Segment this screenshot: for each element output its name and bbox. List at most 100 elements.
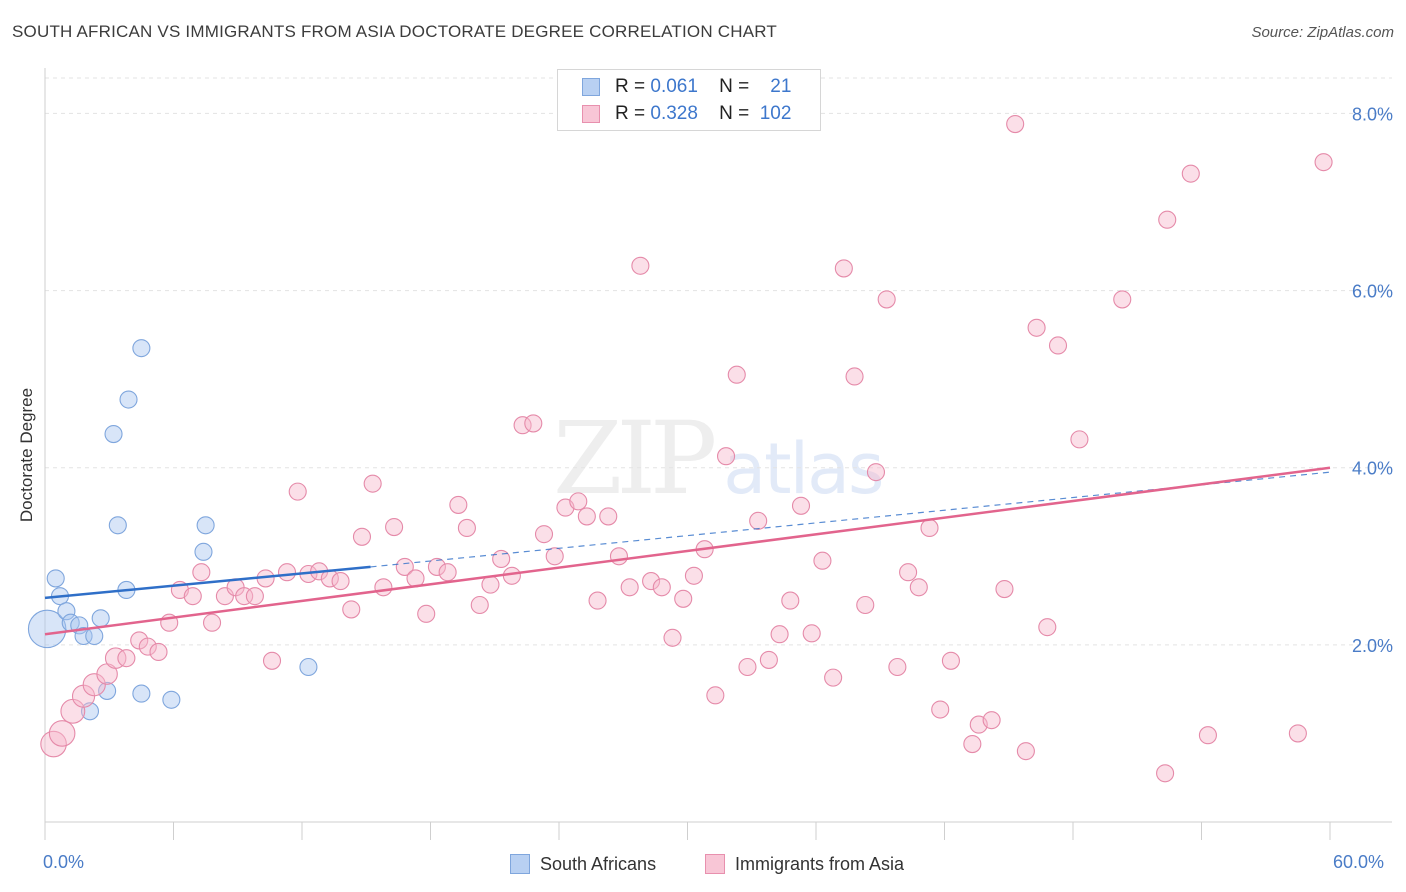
point-immigrant-asia bbox=[385, 518, 404, 537]
point-immigrant-asia bbox=[1016, 742, 1035, 761]
point-immigrant-asia bbox=[1070, 430, 1089, 449]
point-immigrant-asia bbox=[920, 518, 939, 537]
legend-swatch-immigrants-asia bbox=[705, 854, 725, 874]
point-immigrant-asia bbox=[277, 563, 297, 582]
chart-title: SOUTH AFRICAN VS IMMIGRANTS FROM ASIA DO… bbox=[12, 22, 778, 41]
point-immigrant-asia bbox=[363, 474, 382, 493]
point-immigrant-asia bbox=[631, 256, 650, 275]
point-south-african bbox=[194, 542, 213, 561]
point-immigrant-asia bbox=[481, 575, 500, 594]
trend-line-immigrants-asia bbox=[44, 466, 1331, 636]
point-immigrant-asia bbox=[995, 580, 1014, 599]
point-immigrant-asia bbox=[288, 482, 307, 501]
point-immigrant-asia bbox=[1181, 164, 1200, 183]
r-label: R = bbox=[615, 76, 646, 97]
point-immigrant-asia bbox=[342, 600, 361, 619]
legend-label: Immigrants from Asia bbox=[735, 854, 905, 874]
point-immigrant-asia bbox=[866, 463, 886, 482]
point-immigrant-asia bbox=[727, 365, 746, 384]
point-immigrant-asia bbox=[791, 496, 811, 515]
point-immigrant-asia bbox=[813, 551, 832, 570]
source-credit: Source: ZipAtlas.com bbox=[1251, 24, 1394, 41]
point-immigrant-asia bbox=[577, 507, 596, 526]
point-immigrant-asia bbox=[588, 591, 607, 610]
x-tick-label-min: 0.0% bbox=[43, 852, 85, 872]
point-south-african bbox=[57, 602, 76, 621]
n-value: 21 bbox=[770, 76, 792, 97]
data-points bbox=[27, 115, 1333, 783]
point-immigrant-asia bbox=[749, 511, 768, 530]
point-immigrant-asia bbox=[502, 566, 521, 585]
point-immigrant-asia bbox=[427, 557, 446, 576]
point-immigrant-asia bbox=[642, 572, 661, 591]
point-immigrant-asia bbox=[1158, 210, 1177, 229]
point-immigrant-asia bbox=[149, 642, 168, 661]
watermark-main: ZIP bbox=[553, 400, 717, 517]
point-immigrant-asia bbox=[674, 589, 693, 608]
legend-label: South Africans bbox=[540, 854, 657, 874]
point-immigrant-asia bbox=[599, 507, 618, 526]
point-immigrant-asia bbox=[1156, 764, 1175, 783]
point-south-african bbox=[299, 657, 318, 677]
point-immigrant-asia bbox=[203, 613, 222, 632]
y-tick-label: 2.0% bbox=[1352, 636, 1393, 656]
point-immigrant-asia bbox=[438, 563, 457, 582]
point-south-african bbox=[85, 626, 104, 646]
point-immigrant-asia bbox=[706, 686, 725, 705]
legend-swatch-south-africans bbox=[510, 854, 530, 874]
point-immigrant-asia bbox=[117, 649, 136, 668]
point-immigrant-asia bbox=[545, 547, 564, 566]
point-immigrant-asia bbox=[909, 578, 928, 597]
watermark-sub: atlas bbox=[723, 428, 884, 510]
point-immigrant-asia bbox=[1027, 318, 1046, 337]
n-value: 102 bbox=[759, 103, 792, 124]
point-immigrant-asia bbox=[183, 587, 202, 606]
point-immigrant-asia bbox=[470, 595, 489, 615]
point-immigrant-asia bbox=[524, 414, 543, 433]
n-label: N = bbox=[719, 76, 750, 97]
point-south-african bbox=[162, 690, 181, 709]
point-immigrant-asia bbox=[192, 563, 211, 582]
point-south-african bbox=[132, 339, 151, 358]
point-south-african bbox=[132, 684, 151, 703]
stats-label: R = 0.328 N = 102 bbox=[615, 102, 791, 126]
point-immigrant-asia bbox=[40, 730, 67, 758]
x-tick-label-max: 60.0% bbox=[1333, 852, 1385, 872]
point-immigrant-asia bbox=[802, 624, 821, 643]
point-immigrant-asia bbox=[235, 587, 254, 606]
n-label: N = bbox=[719, 103, 750, 124]
point-immigrant-asia bbox=[652, 578, 671, 597]
point-south-african bbox=[74, 626, 93, 646]
point-immigrant-asia bbox=[262, 651, 282, 670]
y-tick-label: 6.0% bbox=[1352, 282, 1393, 302]
stats-swatch-immigrants-asia bbox=[582, 105, 600, 123]
point-immigrant-asia bbox=[684, 566, 703, 585]
point-immigrant-asia bbox=[663, 628, 682, 647]
point-immigrant-asia bbox=[781, 591, 800, 610]
point-immigrant-asia bbox=[48, 720, 76, 747]
point-immigrant-asia bbox=[738, 657, 757, 677]
point-immigrant-asia bbox=[856, 595, 875, 615]
y-axis-label: Doctorate Degree bbox=[17, 387, 36, 523]
stats-label: R = 0.061 N = 21 bbox=[615, 75, 791, 99]
point-south-african bbox=[119, 390, 138, 409]
point-immigrant-asia bbox=[215, 587, 234, 606]
point-immigrant-asia bbox=[931, 700, 950, 719]
point-immigrant-asia bbox=[1288, 724, 1307, 743]
point-immigrant-asia bbox=[716, 447, 736, 466]
stats-swatch-south-africans bbox=[582, 78, 600, 96]
point-immigrant-asia bbox=[834, 259, 853, 278]
point-south-african bbox=[196, 516, 215, 535]
point-south-african bbox=[104, 425, 123, 444]
r-value: 0.061 bbox=[650, 76, 698, 97]
point-immigrant-asia bbox=[824, 668, 843, 687]
point-immigrant-asia bbox=[1198, 726, 1217, 745]
point-immigrant-asia bbox=[620, 578, 639, 597]
point-immigrant-asia bbox=[82, 673, 106, 697]
point-immigrant-asia bbox=[352, 527, 372, 546]
r-value: 0.328 bbox=[650, 103, 698, 124]
point-immigrant-asia bbox=[457, 518, 476, 537]
y-tick-label: 4.0% bbox=[1352, 459, 1393, 479]
point-immigrant-asia bbox=[759, 650, 778, 669]
